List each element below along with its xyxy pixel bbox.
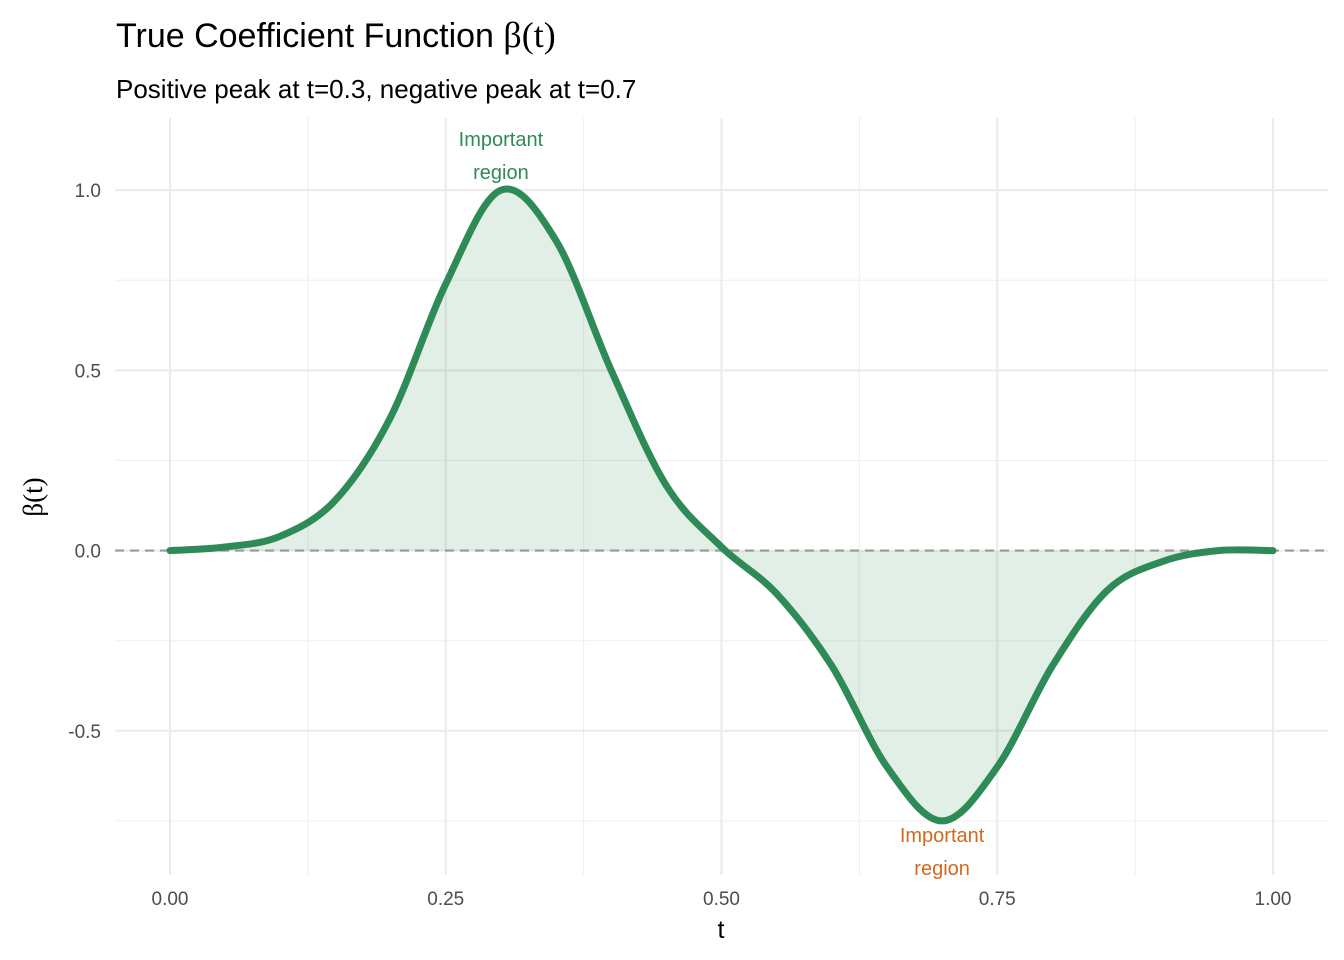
chart-title-symbol: β(t) [503, 15, 556, 55]
chart-title: True Coefficient Function β(t) [116, 14, 556, 56]
y-tick-label: 0.5 [75, 361, 101, 382]
x-tick-label: 0.50 [703, 889, 740, 910]
x-tick-label: 0.75 [979, 889, 1016, 910]
annotations: Important region Important region [459, 129, 985, 880]
area-fill [170, 188, 1273, 821]
x-axis-label: t [718, 916, 725, 944]
y-tick-label: 0.0 [75, 542, 101, 563]
x-tick-label: 0.25 [427, 889, 464, 910]
y-axis-ticks: -0.5 0.0 0.5 1.0 [68, 181, 101, 743]
y-tick-label: -0.5 [68, 722, 101, 743]
chart-subtitle: Positive peak at t=0.3, negative peak at… [116, 74, 637, 104]
annotation-label: Important [459, 129, 544, 151]
y-axis-label: β(t) [18, 477, 48, 516]
x-tick-label: 1.00 [1255, 889, 1292, 910]
annotation-label: Important [900, 825, 985, 847]
grid-major [115, 118, 1328, 875]
x-tick-label: 0.00 [152, 889, 189, 910]
series-line [166, 185, 1277, 825]
annotation-label: region [914, 858, 970, 880]
chart-title-text: True Coefficient Function [116, 17, 494, 55]
annotation-label: region [473, 162, 529, 184]
y-tick-label: 1.0 [75, 181, 101, 202]
x-axis-ticks: 0.00 0.25 0.50 0.75 1.00 [152, 889, 1292, 910]
